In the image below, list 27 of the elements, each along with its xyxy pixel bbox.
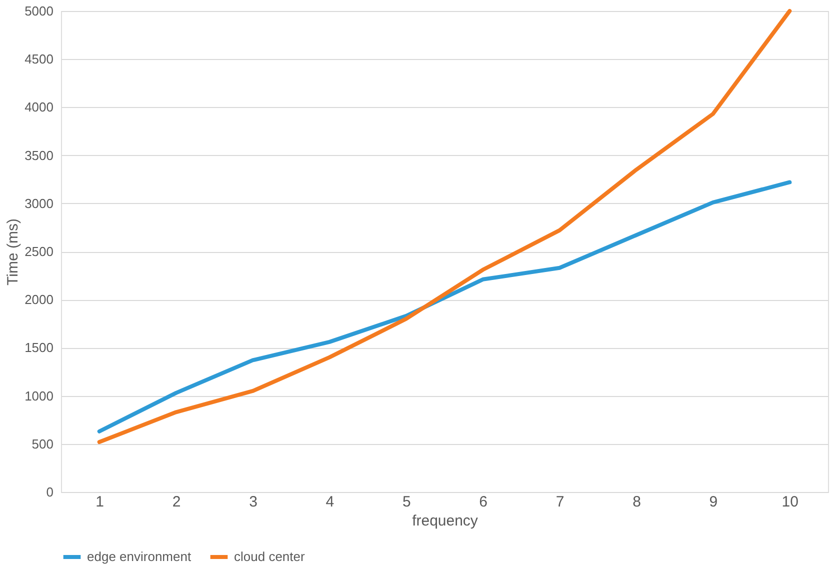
legend-label: cloud center — [234, 549, 306, 564]
x-axis-title: frequency — [412, 512, 478, 530]
x-tick-label: 5 — [402, 494, 411, 510]
x-tick-label: 1 — [96, 494, 104, 510]
y-tick-label: 3500 — [24, 148, 54, 163]
y-tick-label: 5000 — [24, 4, 54, 18]
line-series — [97, 180, 792, 434]
x-tick-label: 6 — [479, 494, 488, 510]
y-tick-label: 2000 — [24, 292, 54, 308]
x-tick-label: 9 — [709, 494, 718, 510]
y-axis-title: Time (ms) — [4, 218, 22, 286]
x-tick-label: 3 — [249, 494, 258, 510]
line-series — [97, 9, 792, 444]
y-tick-label: 1500 — [24, 340, 54, 356]
x-tick-label: 2 — [172, 494, 181, 510]
x-tick-label: 10 — [782, 494, 798, 510]
x-tick-label: 4 — [326, 494, 334, 510]
legend-label: edge environment — [87, 549, 192, 564]
y-tick-label: 0 — [46, 484, 54, 500]
y-tick-label: 4500 — [24, 52, 54, 67]
y-tick-label: 4000 — [24, 100, 54, 115]
y-tick-label: 1000 — [24, 388, 54, 404]
x-tick-label: 8 — [632, 494, 641, 510]
y-tick-label: 3000 — [24, 196, 54, 211]
x-tick-label: 7 — [556, 494, 564, 510]
y-tick-label: 500 — [32, 436, 54, 452]
y-tick-label: 2500 — [24, 244, 54, 259]
